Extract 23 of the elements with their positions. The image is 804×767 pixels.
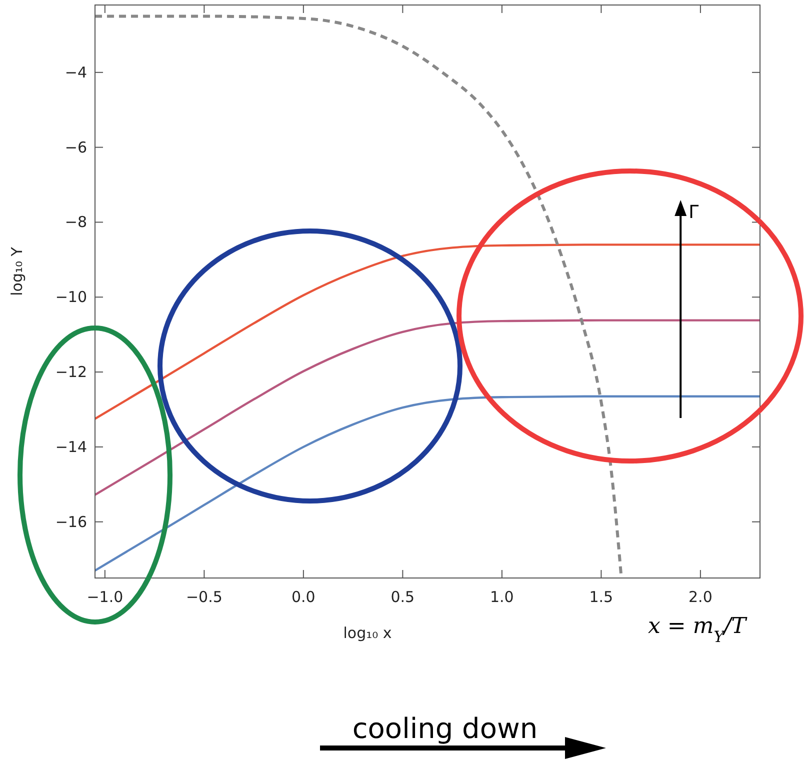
line-series — [95, 319, 760, 496]
y-axis-title: log₁₀ Y — [8, 246, 26, 296]
line-series — [95, 395, 760, 572]
y-tick-label: −10 — [55, 288, 87, 306]
text: x = m$_{Y}$/T — [648, 614, 748, 646]
x-tick-label: 0.5 — [390, 588, 415, 606]
y-tick-label: −4 — [64, 63, 87, 82]
y-tick-label: −14 — [55, 438, 87, 456]
x-tick-label: 1.0 — [490, 588, 514, 606]
line-series — [95, 244, 760, 420]
y-tick-label: −16 — [55, 512, 87, 531]
line-series — [95, 14, 623, 576]
annotation: Γ — [688, 202, 699, 223]
y-tick-label: −8 — [64, 213, 87, 232]
x-axis-title: log₁₀ x — [343, 624, 392, 642]
x-tick-label: −0.5 — [186, 588, 222, 606]
y-tick-label: −12 — [55, 363, 87, 382]
x-tick-label: 2.0 — [688, 588, 712, 606]
x-tick-label: 0.0 — [292, 588, 316, 606]
x-tick-label: −1.0 — [86, 588, 124, 606]
y-tick-label: −6 — [64, 138, 87, 156]
text: cooling down — [352, 712, 538, 745]
x-tick-label: 1.5 — [589, 588, 614, 606]
